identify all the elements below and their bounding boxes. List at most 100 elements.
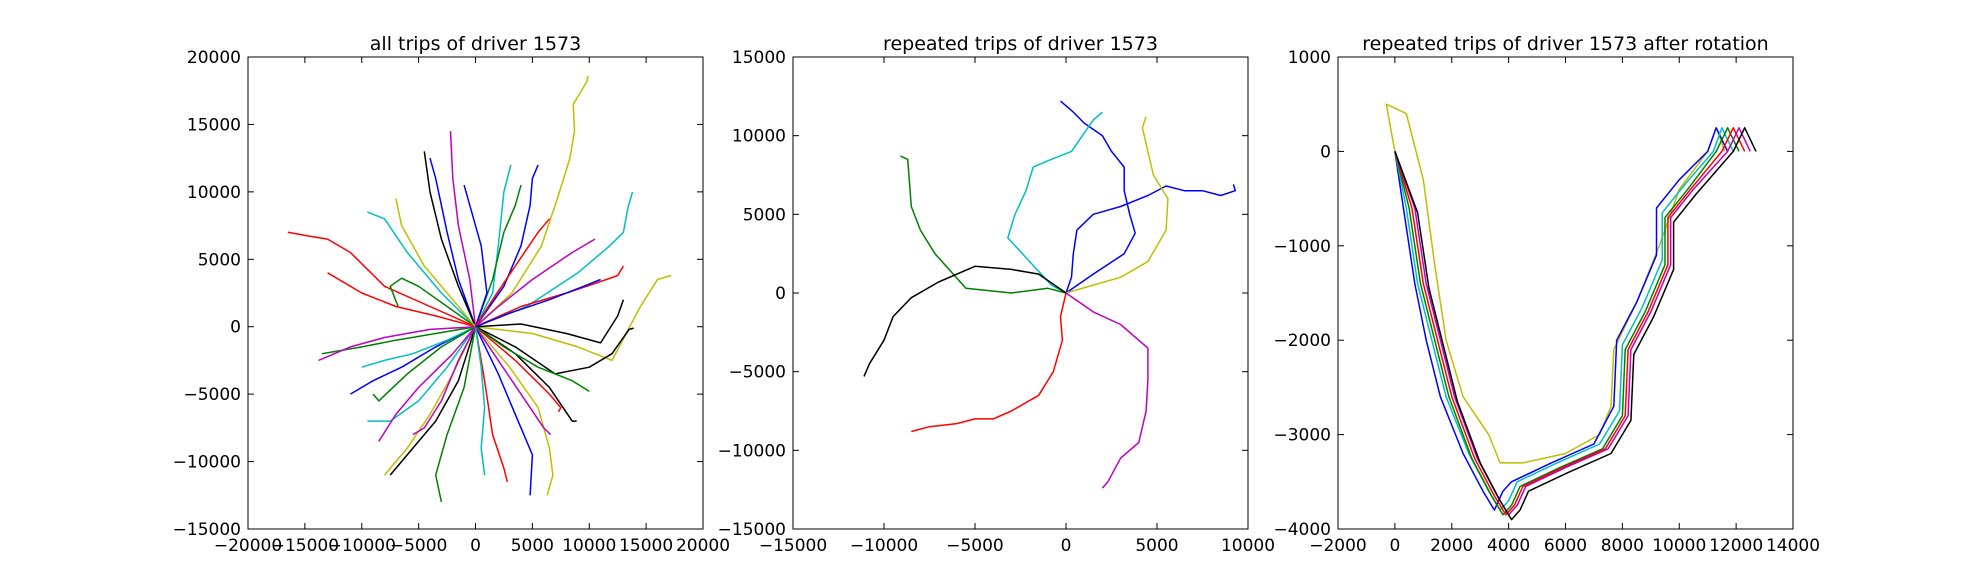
x-tick-label: 20000 bbox=[676, 536, 730, 556]
series-line-31 bbox=[475, 326, 590, 393]
x-tick-label: 5000 bbox=[511, 536, 554, 556]
y-tick-label: 15000 bbox=[187, 115, 241, 135]
y-tick-label: 5000 bbox=[743, 205, 786, 225]
axes-frame bbox=[792, 56, 1249, 530]
series-line-4 bbox=[1394, 127, 1740, 516]
x-tick-label: −2000 bbox=[1309, 536, 1367, 556]
x-tick-label: 10000 bbox=[1221, 536, 1275, 556]
series-line-21 bbox=[474, 326, 534, 496]
series-line-13 bbox=[321, 325, 476, 355]
series-line-28 bbox=[389, 277, 476, 328]
series-line-37 bbox=[474, 218, 550, 328]
y-tick-label: −2000 bbox=[1273, 331, 1331, 351]
x-tick-label: 15000 bbox=[619, 536, 673, 556]
series-line-17 bbox=[383, 326, 477, 476]
x-tick-label: 8000 bbox=[1601, 536, 1644, 556]
x-tick-label: 4000 bbox=[1487, 536, 1530, 556]
series-line-7 bbox=[911, 292, 1067, 433]
series-line-24 bbox=[475, 326, 577, 422]
series-line-11 bbox=[327, 272, 476, 328]
series-line-39 bbox=[474, 326, 486, 476]
series-line-26 bbox=[423, 151, 477, 327]
series-line-5 bbox=[475, 326, 634, 375]
y-tick-label: 0 bbox=[1320, 142, 1331, 162]
series-line-19 bbox=[434, 326, 477, 503]
chart-title: all trips of driver 1573 bbox=[370, 33, 581, 55]
x-tick-label: 6000 bbox=[1544, 536, 1587, 556]
x-tick-label: 0 bbox=[1389, 536, 1400, 556]
y-tick-label: 0 bbox=[775, 284, 786, 304]
series-line-7 bbox=[474, 164, 539, 328]
x-tick-label: 0 bbox=[470, 536, 481, 556]
series-line-7 bbox=[1394, 127, 1757, 521]
series-line-2 bbox=[1060, 100, 1136, 294]
chart-title: repeated trips of driver 1573 bbox=[883, 33, 1158, 55]
series-line-40 bbox=[412, 326, 477, 436]
x-tick-label: −5000 bbox=[946, 536, 1004, 556]
x-tick-label: −15000 bbox=[271, 536, 339, 556]
chart-panel-2: −15000 −10000 −5000 0 5000 10000 −15000 −10000 −… bbox=[718, 33, 1275, 556]
series-line-25 bbox=[474, 326, 552, 436]
series-line-1 bbox=[474, 75, 589, 328]
series-line-3 bbox=[1394, 127, 1734, 511]
series-line-18 bbox=[389, 326, 477, 476]
series-line-20 bbox=[474, 326, 509, 482]
plot-area bbox=[287, 75, 672, 503]
chart-panel-3: −2000 0 2000 4000 6000 8000 10000 12000 14000 −40… bbox=[1273, 33, 1820, 556]
series-line-8 bbox=[1065, 292, 1149, 489]
y-tick-label: −5000 bbox=[183, 385, 241, 405]
y-tick-label: 5000 bbox=[198, 250, 241, 270]
series-line-10 bbox=[287, 231, 476, 328]
x-tick-label: 2000 bbox=[1430, 536, 1473, 556]
series-line-16 bbox=[367, 326, 477, 422]
series-line-14 bbox=[350, 326, 476, 395]
y-tick-label: 15000 bbox=[732, 48, 786, 68]
series-line-23 bbox=[475, 326, 562, 413]
series-line-2 bbox=[1394, 127, 1729, 511]
y-tick-label: −4000 bbox=[1273, 520, 1331, 540]
x-tick-label: 14000 bbox=[1766, 536, 1820, 556]
y-tick-label: −15000 bbox=[173, 520, 241, 540]
y-tick-label: −10000 bbox=[173, 453, 241, 473]
series-line-1 bbox=[1385, 103, 1726, 464]
series-line-3 bbox=[1007, 111, 1103, 294]
series-line-35 bbox=[395, 198, 477, 328]
y-tick-label: −15000 bbox=[718, 520, 786, 540]
y-tick-label: 10000 bbox=[732, 127, 786, 147]
series-line-27 bbox=[449, 131, 477, 327]
series-line-6 bbox=[863, 265, 1067, 377]
series-line-29 bbox=[475, 238, 596, 328]
x-tick-label: −10000 bbox=[328, 536, 396, 556]
series-line-6 bbox=[1394, 127, 1751, 516]
series-line-4 bbox=[1065, 116, 1169, 294]
x-tick-label: 10000 bbox=[1652, 536, 1706, 556]
series-line-34 bbox=[361, 326, 476, 368]
x-tick-label: 12000 bbox=[1709, 536, 1763, 556]
x-tick-label: −10000 bbox=[850, 536, 918, 556]
x-tick-label: 10000 bbox=[562, 536, 616, 556]
plot-area bbox=[1385, 103, 1757, 521]
y-tick-label: −10000 bbox=[718, 441, 786, 461]
axes-frame bbox=[1337, 56, 1794, 530]
plot-area bbox=[863, 100, 1237, 489]
series-line-1 bbox=[1065, 184, 1237, 294]
y-tick-label: 10000 bbox=[187, 183, 241, 203]
x-tick-label: −5000 bbox=[390, 536, 448, 556]
x-tick-label: −20000 bbox=[214, 536, 282, 556]
chart-panel-1: −20000−15000−10000−5000 0 5000 10000 15000 20… bbox=[173, 33, 730, 556]
axes-frame bbox=[247, 56, 704, 530]
series-line-5 bbox=[900, 155, 1067, 294]
chart-title: repeated trips of driver 1573 after rota… bbox=[1362, 33, 1768, 55]
y-tick-label: −3000 bbox=[1273, 426, 1331, 446]
series-line-15 bbox=[318, 325, 476, 362]
x-tick-label: 5000 bbox=[1135, 536, 1178, 556]
series-line-33 bbox=[463, 184, 488, 327]
series-line-32 bbox=[378, 326, 477, 442]
y-tick-label: −1000 bbox=[1273, 237, 1331, 257]
x-tick-label: 0 bbox=[1061, 536, 1072, 556]
y-tick-label: 20000 bbox=[187, 48, 241, 68]
series-line-3 bbox=[475, 274, 672, 362]
series-line-6 bbox=[475, 265, 625, 328]
